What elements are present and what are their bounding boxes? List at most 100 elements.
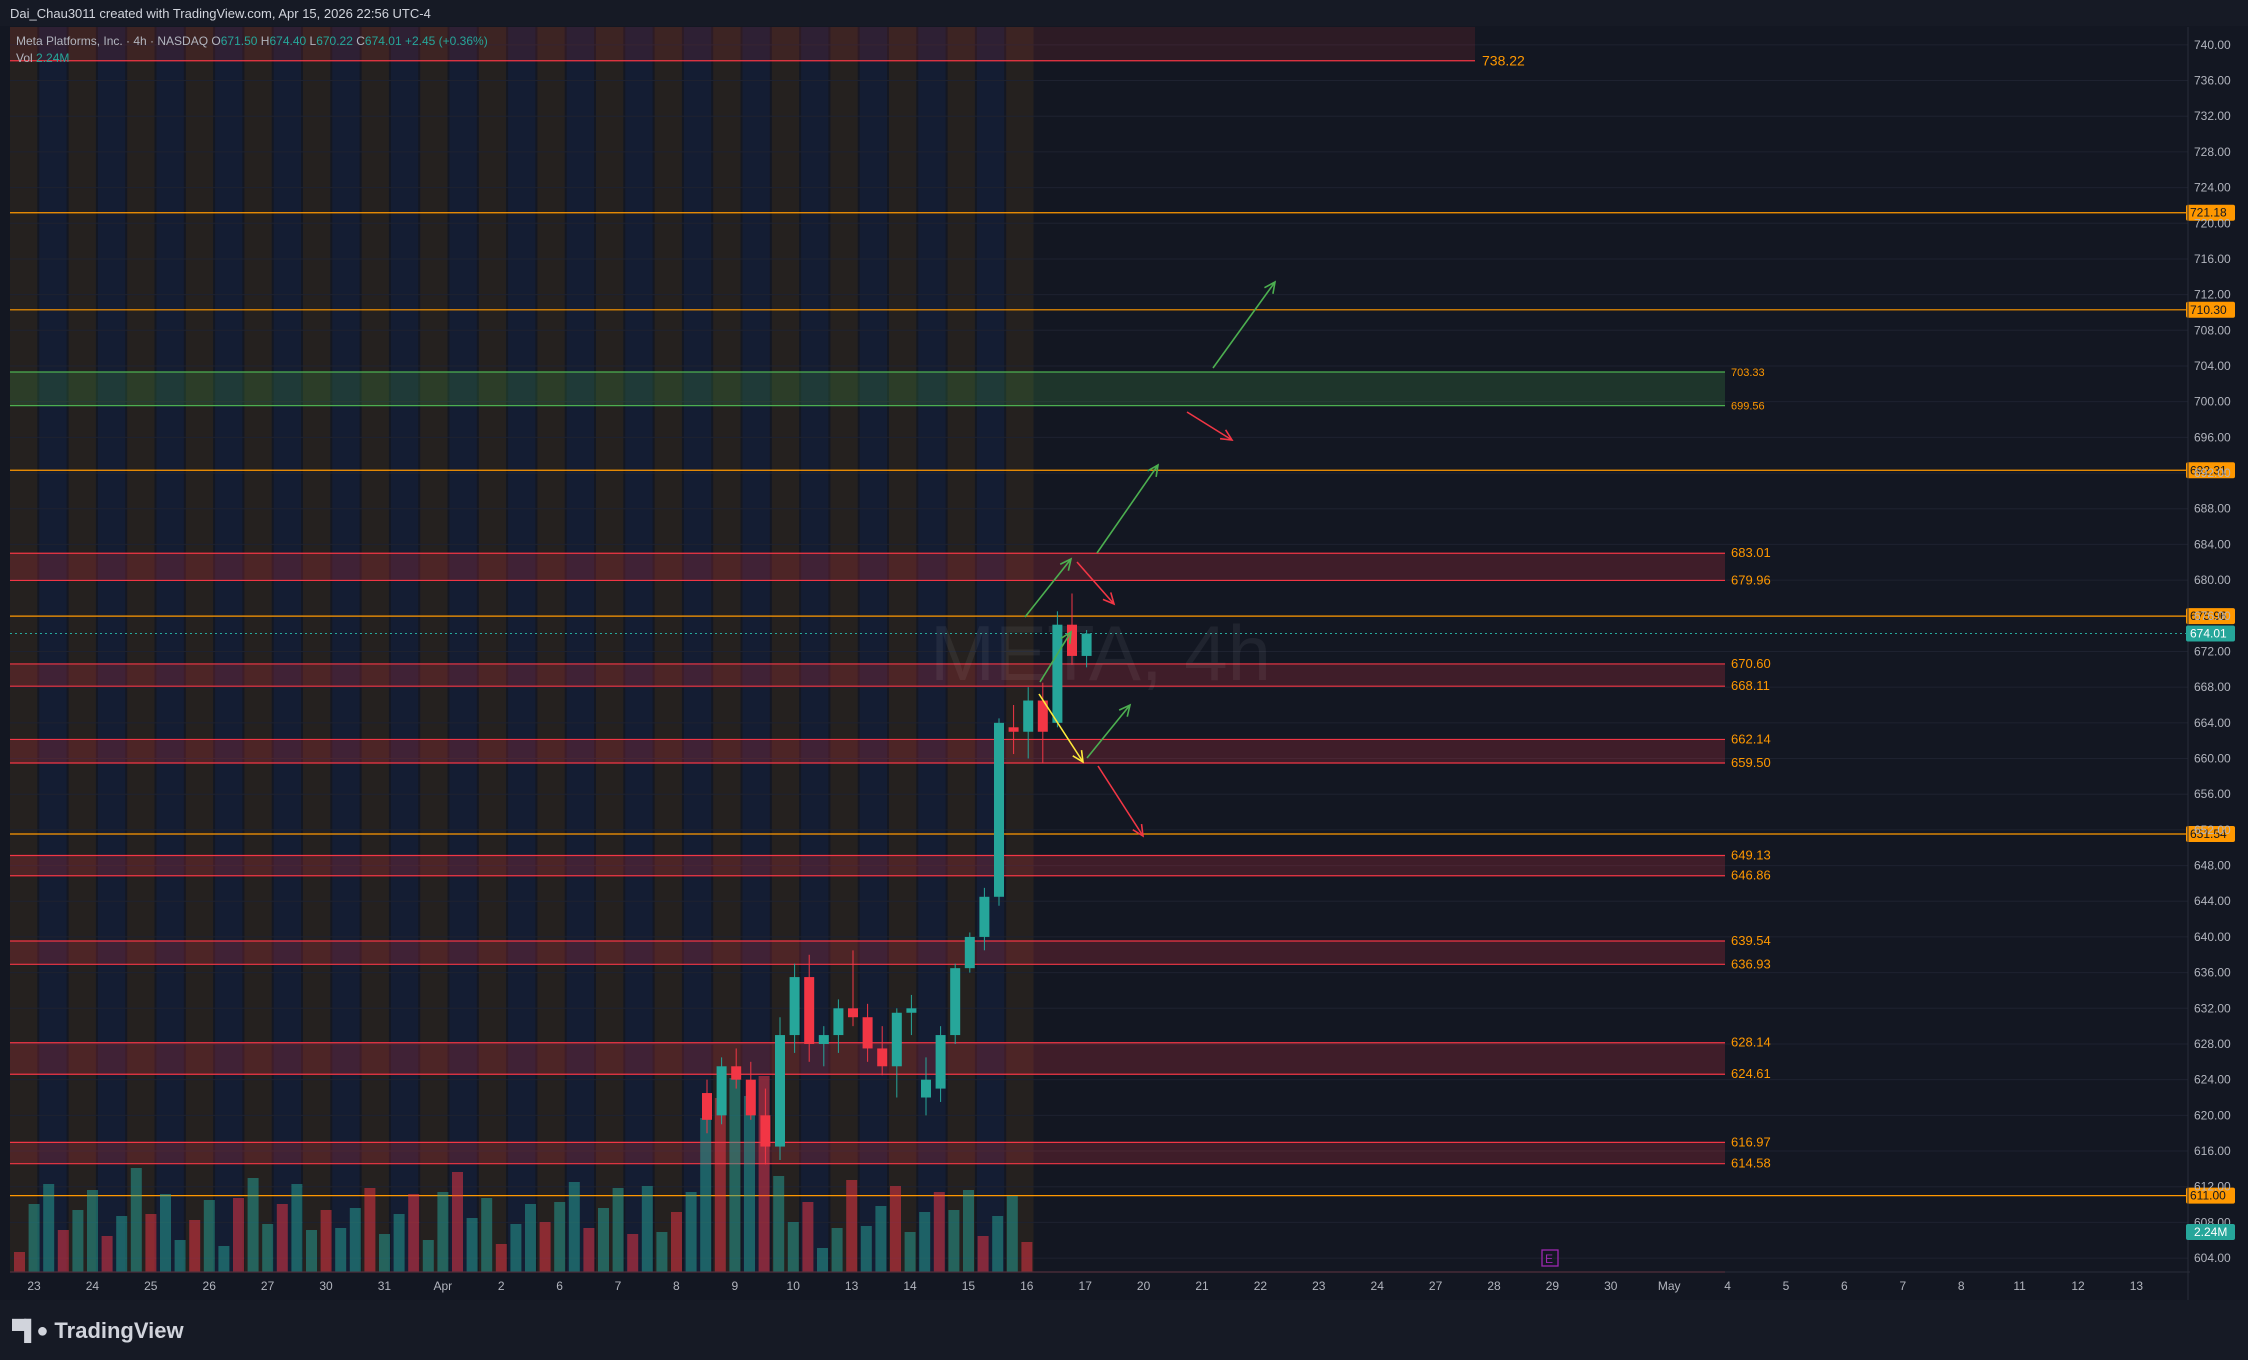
volume-bar <box>189 1220 201 1272</box>
time-tick-label: 31 <box>378 1279 392 1293</box>
time-tick-label: 20 <box>1137 1279 1151 1293</box>
volume-bar <box>685 1192 697 1272</box>
volume-value: 2.24M <box>36 51 70 65</box>
volume-label: Vol <box>16 51 33 65</box>
zone-top-label: 683.01 <box>1731 545 1771 560</box>
zone-red <box>10 855 1725 876</box>
volume-bar <box>963 1190 974 1272</box>
projection-arrowhead <box>1219 429 1234 441</box>
price-tick-label: 640.00 <box>2194 930 2231 944</box>
candle-body <box>1052 624 1063 723</box>
price-tick-label: 692.00 <box>2194 466 2231 480</box>
time-tick-label: 24 <box>86 1279 100 1293</box>
volume-bar <box>758 1076 770 1272</box>
session-stripe <box>478 27 507 1272</box>
price-tick-label: 668.00 <box>2194 680 2231 694</box>
volume-bar <box>773 1176 785 1272</box>
level-tag <box>2186 1187 2235 1204</box>
time-tick-label: 10 <box>787 1279 801 1293</box>
volume-bar <box>671 1212 682 1272</box>
time-tick-label: 6 <box>1841 1279 1848 1293</box>
projection-arrowhead <box>1132 823 1144 838</box>
volume-bar <box>262 1224 274 1272</box>
session-stripe <box>683 27 712 1272</box>
volume-bar <box>408 1194 420 1272</box>
time-tick-label: 11 <box>2013 1279 2026 1293</box>
volume-bar <box>145 1214 157 1272</box>
volume-bar <box>977 1236 989 1272</box>
session-stripe <box>889 27 917 1272</box>
candle-body <box>745 1079 756 1116</box>
volume-bar <box>130 1168 142 1272</box>
level-tag-text: 710.30 <box>2190 303 2227 317</box>
zone-green <box>10 371 1725 406</box>
price-tick-label: 644.00 <box>2194 894 2231 908</box>
projection-arrow <box>1039 631 1072 683</box>
time-tick-label: May <box>1658 1279 1681 1293</box>
price-tick-label: 656.00 <box>2194 787 2231 801</box>
projection-arrow <box>1086 704 1131 759</box>
level-tag <box>2186 301 2235 318</box>
price-tick-label: 636.00 <box>2194 966 2231 980</box>
projection-arrowhead <box>1264 280 1277 294</box>
volume-bar <box>1006 1196 1018 1272</box>
projection-arrowhead <box>1102 592 1116 606</box>
volume-bar <box>379 1234 390 1272</box>
session-stripe <box>537 27 565 1272</box>
volume-bar <box>452 1172 463 1272</box>
volume-bar <box>860 1226 872 1272</box>
volume-bar <box>203 1200 215 1272</box>
earnings-marker <box>1541 1249 1559 1267</box>
volume-bar <box>904 1232 916 1272</box>
volume-bar <box>306 1230 317 1272</box>
projection-arrowhead <box>1118 703 1132 717</box>
chart-watermark: META, 4h <box>930 609 1271 697</box>
session-stripe <box>156 27 184 1272</box>
candle-body <box>702 1093 712 1120</box>
session-stripe <box>303 27 331 1272</box>
volume-bar <box>919 1212 931 1272</box>
candle-body <box>818 1035 829 1044</box>
price-chart[interactable]: 703.33699.56683.01679.96670.60668.11662.… <box>0 0 2248 1300</box>
price-tick-label: 724.00 <box>2194 181 2231 195</box>
projection-arrow <box>1076 561 1115 605</box>
time-tick-label: 13 <box>2130 1279 2144 1293</box>
attribution-text: Dai_Chau3011 created with TradingView.co… <box>10 6 431 21</box>
tradingview-brand[interactable]: ▀▌● TradingView <box>12 1318 184 1344</box>
zone-top-label: 639.54 <box>1731 933 1771 948</box>
volume-bar <box>817 1248 828 1272</box>
zone-red <box>10 739 1725 763</box>
volume-bar <box>598 1208 609 1272</box>
session-stripe <box>801 27 829 1272</box>
volume-tag <box>2186 1224 2235 1240</box>
price-tick-label: 620.00 <box>2194 1108 2231 1122</box>
time-tick-label: 4 <box>1724 1279 1731 1293</box>
volume-bar <box>992 1216 1004 1272</box>
session-stripe <box>244 27 272 1272</box>
candle-body <box>760 1115 771 1147</box>
time-tick-label: 28 <box>1487 1279 1501 1293</box>
session-stripe <box>185 27 214 1272</box>
zone-red <box>10 1142 1725 1164</box>
candle-body <box>950 968 961 1036</box>
volume-bar <box>174 1240 186 1272</box>
volume-bar <box>568 1182 580 1272</box>
zone-top-label: 703.33 <box>1731 367 1765 379</box>
attribution-bar: Dai_Chau3011 created with TradingView.co… <box>0 0 2248 26</box>
price-tick-label: 616.00 <box>2194 1144 2231 1158</box>
volume-bar <box>233 1198 244 1272</box>
price-tick-label: 664.00 <box>2194 716 2231 730</box>
time-tick-label: 23 <box>27 1279 41 1293</box>
footer-bar <box>0 1300 2248 1360</box>
volume-bar <box>481 1198 493 1272</box>
session-stripe <box>68 27 96 1272</box>
change-value: +2.45 (+0.36%) <box>404 34 488 48</box>
candle-body <box>921 1079 931 1098</box>
session-stripe <box>273 27 301 1272</box>
session-stripe <box>976 27 1005 1272</box>
price-tick-label: 628.00 <box>2194 1037 2231 1051</box>
candle-body <box>789 977 800 1036</box>
volume-bar <box>831 1228 843 1272</box>
volume-bar <box>276 1204 288 1272</box>
projection-arrowhead <box>1060 630 1072 645</box>
